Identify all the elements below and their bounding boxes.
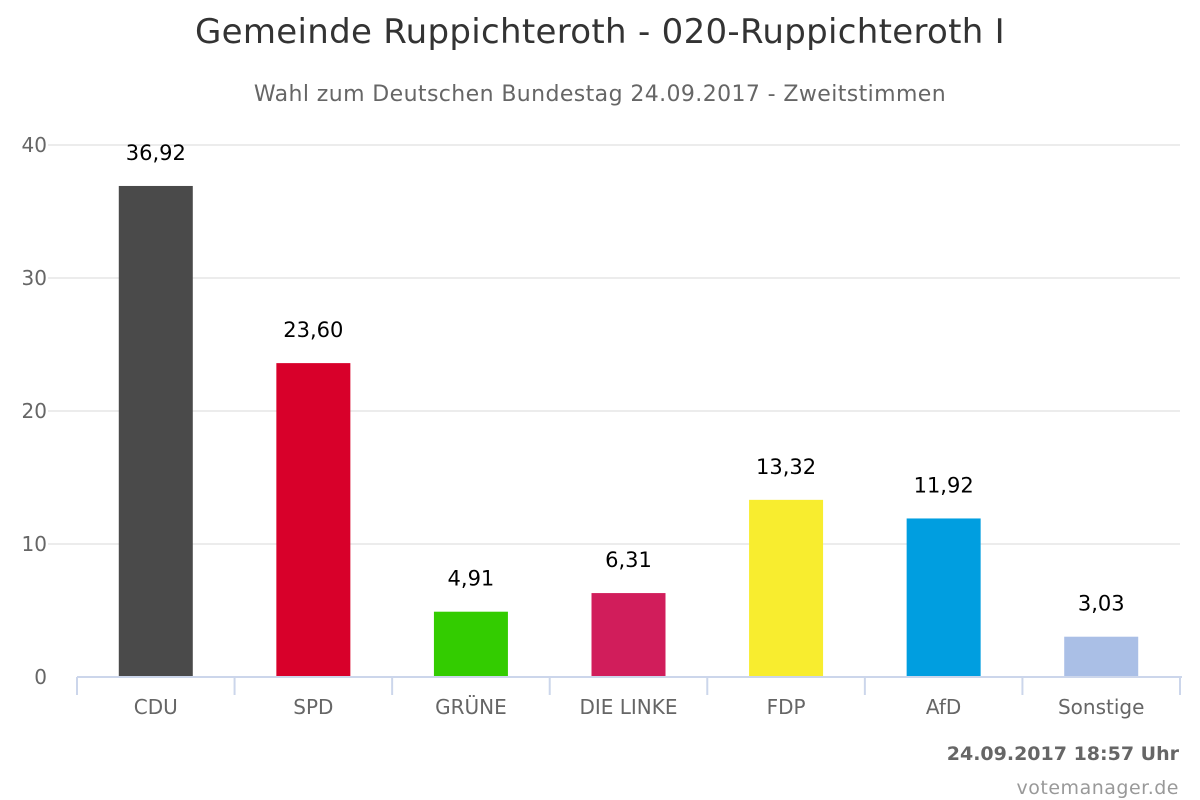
x-axis: CDU SPD GRÜNE DIE LINKE FDP AfD Sonstige bbox=[76, 676, 1182, 719]
x-tick-label: GRÜNE bbox=[435, 695, 507, 719]
grid-lines bbox=[48, 144, 1180, 545]
data-label: 36,92 bbox=[126, 141, 186, 165]
x-tick-label: AfD bbox=[926, 695, 961, 719]
chart-subtitle: Wahl zum Deutschen Bundestag 24.09.2017 … bbox=[253, 82, 947, 107]
bar[interactable] bbox=[906, 518, 981, 677]
chart-title: Gemeinde Ruppichteroth - 020-Ruppichtero… bbox=[194, 12, 1005, 52]
y-tick-label: 10 bbox=[22, 532, 47, 556]
data-label: 4,91 bbox=[448, 567, 495, 591]
x-tick-label: Sonstige bbox=[1058, 695, 1144, 719]
x-tick-label: DIE LINKE bbox=[579, 695, 677, 719]
y-axis-ticks: 0 10 20 30 40 bbox=[22, 133, 47, 689]
y-tick-label: 30 bbox=[22, 266, 47, 290]
bars bbox=[118, 185, 1139, 678]
bar[interactable] bbox=[1064, 636, 1139, 677]
y-tick-label: 40 bbox=[22, 133, 47, 157]
data-labels: 36,92 23,60 4,91 6,31 13,32 11,92 3,03 bbox=[126, 141, 1125, 616]
y-tick-label: 0 bbox=[34, 665, 47, 689]
timestamp: 24.09.2017 18:57 Uhr bbox=[946, 743, 1179, 765]
bar[interactable] bbox=[591, 593, 666, 677]
x-tick-label: SPD bbox=[293, 695, 333, 719]
data-label: 23,60 bbox=[283, 318, 343, 342]
bar[interactable] bbox=[749, 499, 824, 677]
bar[interactable] bbox=[433, 611, 508, 677]
credits-link[interactable]: votemanager.de bbox=[1016, 777, 1179, 799]
bar[interactable] bbox=[118, 185, 193, 678]
y-tick-label: 20 bbox=[22, 399, 47, 423]
x-tick-label: CDU bbox=[134, 695, 178, 719]
data-label: 6,31 bbox=[605, 548, 652, 572]
data-label: 13,32 bbox=[756, 455, 816, 479]
data-label: 3,03 bbox=[1078, 592, 1125, 616]
bar[interactable] bbox=[276, 363, 351, 677]
x-tick-label: FDP bbox=[767, 695, 806, 719]
data-label: 11,92 bbox=[914, 473, 974, 497]
